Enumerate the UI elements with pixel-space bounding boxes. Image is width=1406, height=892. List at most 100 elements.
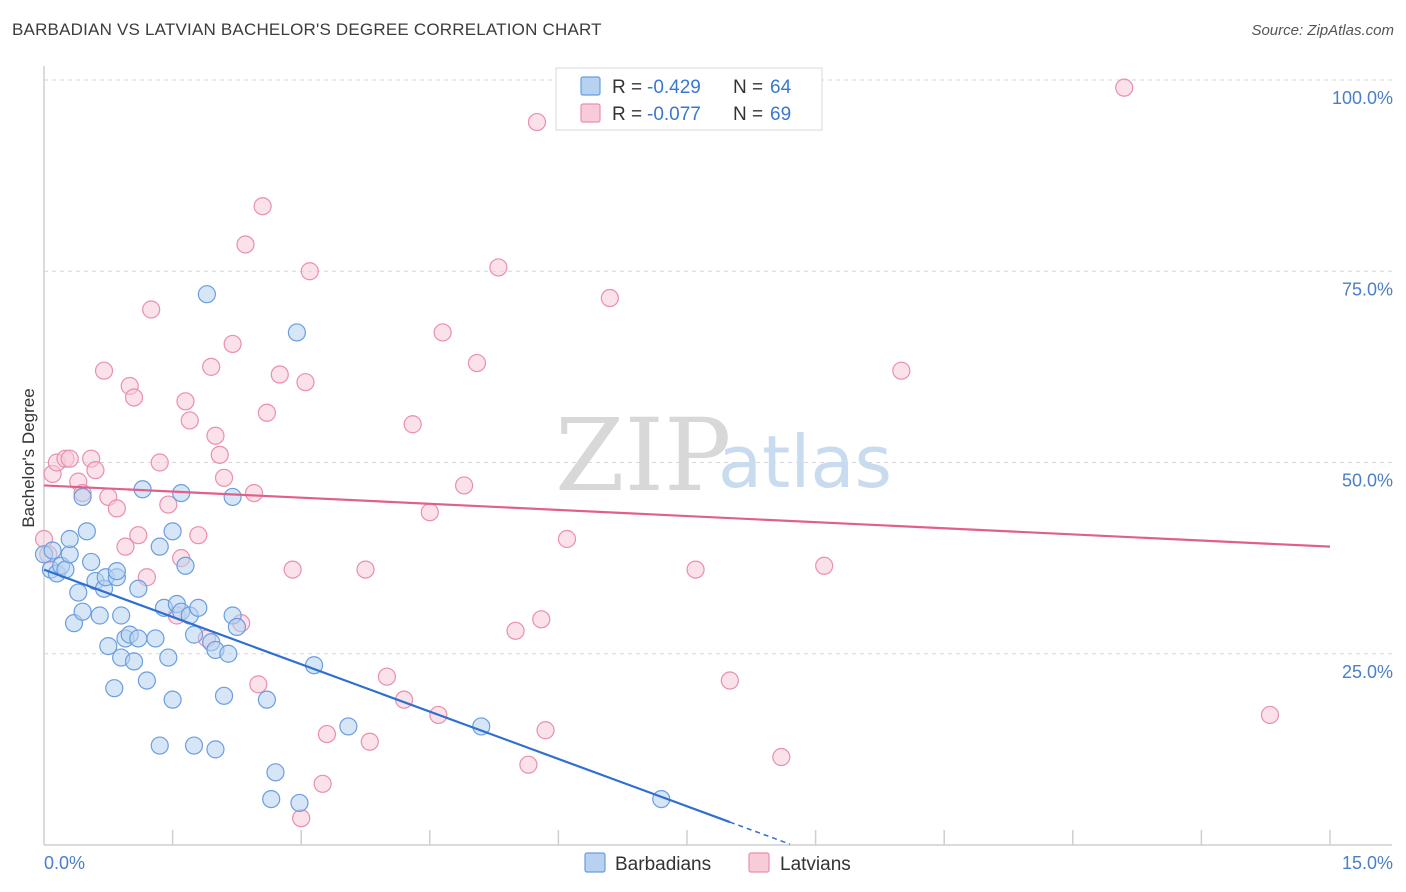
barbadian-point <box>266 763 285 782</box>
barbadian-point <box>124 652 144 671</box>
barbadian-point <box>112 606 131 625</box>
barbadian-point <box>257 690 277 709</box>
barbadian-point <box>82 552 101 572</box>
latvian-point <box>244 484 264 503</box>
axes <box>43 66 1392 846</box>
latvian-point <box>206 426 225 445</box>
barbadian-point <box>105 679 124 698</box>
barbadian-point <box>150 537 169 556</box>
latvian-point <box>317 724 337 744</box>
barbadian-point <box>339 717 358 736</box>
legend-r-label-latvians: R = <box>612 104 642 125</box>
latvian-point <box>433 323 452 342</box>
bottom-legend-swatch-latvians <box>748 852 770 873</box>
series-legend: Barbadians Latvians <box>584 852 851 875</box>
latvian-point <box>270 365 289 384</box>
latvian-point <box>892 361 911 380</box>
latvian-point <box>815 556 834 575</box>
legend-n-value-latvians: 69 <box>770 104 791 125</box>
y-tick-label-75: 75.0% <box>1342 279 1393 299</box>
legend-n-value-barbadians: 64 <box>770 77 792 98</box>
barbadian-point <box>227 617 246 637</box>
latvian-point <box>360 732 379 751</box>
barbadian-point <box>60 529 79 549</box>
grid-lines <box>44 79 1392 655</box>
latvian-point <box>116 537 135 556</box>
latvian-point <box>519 755 538 774</box>
latvian-point <box>600 288 619 308</box>
barbadian-point <box>107 562 126 581</box>
watermark-zip: ZIP <box>555 397 731 514</box>
barbadian-point <box>287 323 307 342</box>
watermark: ZIP atlas <box>555 397 892 514</box>
latvian-point <box>86 461 105 480</box>
barbadian-point <box>73 487 92 507</box>
latvian-point <box>176 392 195 411</box>
bottom-legend-label-latvians: Latvians <box>780 854 851 875</box>
latvian-point <box>532 610 551 629</box>
barbadian-point <box>77 522 96 541</box>
y-tick-label-50: 50.0% <box>1342 471 1393 491</box>
legend-swatch-latvians <box>580 103 601 123</box>
barbadian-trend-extension <box>729 821 791 845</box>
barbadian-point <box>197 285 216 304</box>
x-tick-min: 0.0% <box>44 853 85 873</box>
latvian-point <box>202 357 221 376</box>
latvian-point <box>94 361 114 380</box>
latvian-point <box>1260 705 1280 725</box>
barbadian-point <box>43 541 62 560</box>
barbadian-point <box>223 487 242 507</box>
barbadian-point <box>290 793 309 813</box>
barbadian-point <box>189 598 208 617</box>
legend-r-value-latvians: -0.077 <box>647 104 701 125</box>
latvian-point <box>686 560 705 579</box>
barbadian-point <box>176 556 195 575</box>
barbadian-point <box>159 648 178 667</box>
latvian-point <box>253 197 272 216</box>
latvian-trend-line <box>43 484 1331 548</box>
latvian-point <box>180 411 199 430</box>
latvian-point <box>142 300 161 319</box>
latvian-points <box>34 78 1280 828</box>
barbadian-point <box>146 629 165 648</box>
bottom-legend-swatch-barbadians <box>584 852 606 873</box>
latvian-point <box>356 560 375 579</box>
latvian-point <box>527 112 547 132</box>
barbadian-point <box>73 602 92 621</box>
barbadian-point <box>219 644 238 663</box>
barbadian-point <box>60 545 79 564</box>
watermark-atlas: atlas <box>718 420 892 504</box>
barbadian-point <box>214 686 234 705</box>
latvian-point <box>129 526 148 545</box>
latvian-point <box>720 671 739 690</box>
y-axis-label: Bachelor's Degree <box>19 388 38 527</box>
barbadian-point <box>137 671 156 690</box>
latvian-point <box>489 258 508 277</box>
latvian-point <box>536 721 555 740</box>
chart-source: Source: ZipAtlas.com <box>1251 22 1394 39</box>
barbadian-point <box>184 736 204 755</box>
barbadian-point <box>90 606 109 625</box>
barbadian-point <box>150 736 169 755</box>
latvian-point <box>377 667 397 686</box>
latvian-point <box>60 449 79 468</box>
barbadian-point <box>163 690 182 709</box>
latvian-point <box>403 415 422 434</box>
barbadian-point <box>206 740 225 759</box>
y-tick-label-100: 100.0% <box>1332 88 1393 108</box>
latvian-point <box>236 235 255 254</box>
x-tick-max: 15.0% <box>1342 853 1393 873</box>
barbadian-point <box>129 579 148 598</box>
latvian-point <box>107 499 126 518</box>
latvian-point <box>454 476 474 495</box>
latvian-point <box>292 809 311 828</box>
correlation-legend: R = -0.429 N = 64 R = -0.077 N = 69 <box>555 67 823 131</box>
barbadian-point <box>129 629 148 648</box>
latvian-point <box>1115 78 1134 97</box>
latvian-point <box>124 388 144 407</box>
latvian-point <box>506 621 525 640</box>
legend-n-label-barbadians: N = <box>733 77 763 98</box>
chart-title: BARBADIAN VS LATVIAN BACHELOR'S DEGREE C… <box>12 20 602 39</box>
barbadian-point <box>163 522 182 541</box>
